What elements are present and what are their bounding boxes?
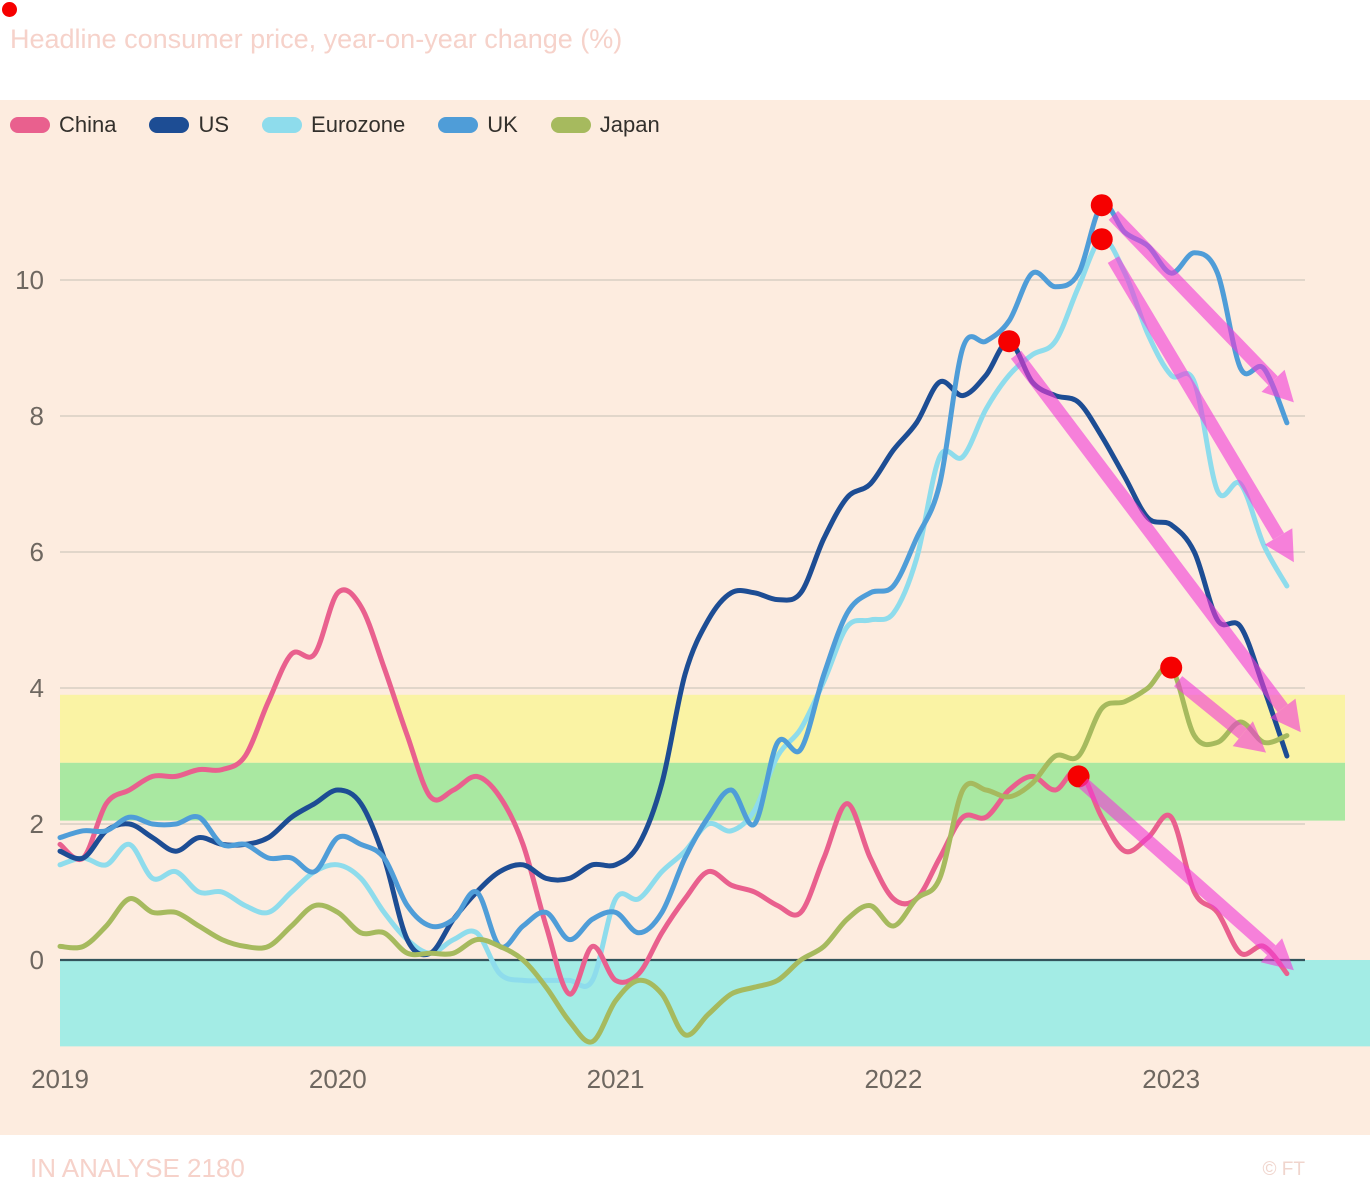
legend-label: China: [59, 112, 117, 137]
arrow-head-icon: [1264, 528, 1294, 563]
decline-arrow-5: [1078, 778, 1294, 971]
x-tick-label-2023: 2023: [1142, 1064, 1200, 1094]
footer-note-left: IN ANALYSE 2180: [30, 1153, 245, 1183]
decline-arrow-4: [1174, 676, 1267, 753]
arrow-shaft: [1107, 256, 1285, 540]
series-line-us: [57, 338, 1290, 958]
legend-swatch-icon: [10, 117, 50, 133]
arrow-shaft: [1078, 778, 1276, 956]
yellow-band: [60, 694, 1345, 763]
peak-dot-us: [998, 330, 1021, 353]
below-zero-band: [60, 960, 1370, 1047]
chart-title: Headline consumer price, year-on-year ch…: [10, 24, 623, 54]
green-band: [60, 762, 1345, 821]
legend-label: Eurozone: [311, 112, 406, 137]
arrow-head-icon: [1232, 721, 1267, 753]
axis-labels: 0 2 4 6 8 10 2019 2020 2021 2022 2023: [15, 265, 1200, 1094]
y-tick-label-8: 8: [30, 401, 44, 431]
trend-arrows: [1010, 210, 1301, 971]
gridlines: [60, 279, 1305, 962]
legend-item-eurozone: Eurozone: [262, 112, 405, 138]
legend-item-japan: Japan: [550, 112, 660, 138]
peak-dot-japan: [1160, 656, 1183, 679]
series-line-eurozone: [57, 236, 1290, 989]
legend-item-china: China: [10, 112, 116, 138]
x-tick-label-2020: 2020: [309, 1064, 367, 1094]
legend-swatch-icon: [550, 117, 591, 133]
arrow-shaft: [1174, 676, 1247, 739]
series-lines: [57, 201, 1290, 1045]
arrow-head-icon: [1260, 938, 1294, 971]
footer: IN ANALYSE 2180 © FT: [0, 1135, 1370, 1200]
legend-label: UK: [487, 112, 518, 137]
footer-note-right: © FT: [1262, 1159, 1306, 1180]
legend-swatch-icon: [262, 117, 303, 133]
y-tick-label-2: 2: [30, 809, 44, 839]
peak-dot-eurozone: [1090, 228, 1113, 251]
legend-item-uk: UK: [438, 112, 518, 138]
peak-markers: [998, 194, 1183, 788]
series-line-japan: [57, 663, 1290, 1045]
y-tick-label-10: 10: [15, 265, 44, 295]
decline-arrow-1: [1108, 210, 1294, 403]
arrow-head-icon: [1270, 698, 1301, 733]
red-dot-icon: [2, 2, 17, 17]
arrow-shaft: [1108, 210, 1278, 386]
legend-swatch-icon: [438, 117, 479, 133]
legend-item-us: US: [149, 112, 229, 138]
header: Headline consumer price, year-on-year ch…: [0, 0, 1370, 100]
legend-swatch-icon: [149, 117, 190, 133]
series-line-uk: [57, 201, 1290, 950]
x-tick-label-2019: 2019: [31, 1064, 89, 1094]
peak-dot-uk: [1090, 194, 1113, 217]
legend: China US Eurozone UK Japan: [10, 112, 660, 138]
arrow-head-icon: [1261, 369, 1294, 403]
highlight-bands: [60, 694, 1370, 1047]
decline-arrow-2: [1107, 256, 1294, 563]
arrow-shaft: [1010, 350, 1288, 713]
legend-label: US: [198, 112, 230, 137]
legend-label: Japan: [599, 112, 660, 137]
y-tick-label-0: 0: [30, 945, 44, 975]
x-tick-label-2021: 2021: [587, 1064, 645, 1094]
x-tick-label-2022: 2022: [864, 1064, 922, 1094]
y-tick-label-4: 4: [30, 673, 44, 703]
y-tick-label-6: 6: [30, 537, 44, 567]
peak-dot-china: [1067, 765, 1090, 788]
decline-arrow-3: [1010, 350, 1301, 733]
